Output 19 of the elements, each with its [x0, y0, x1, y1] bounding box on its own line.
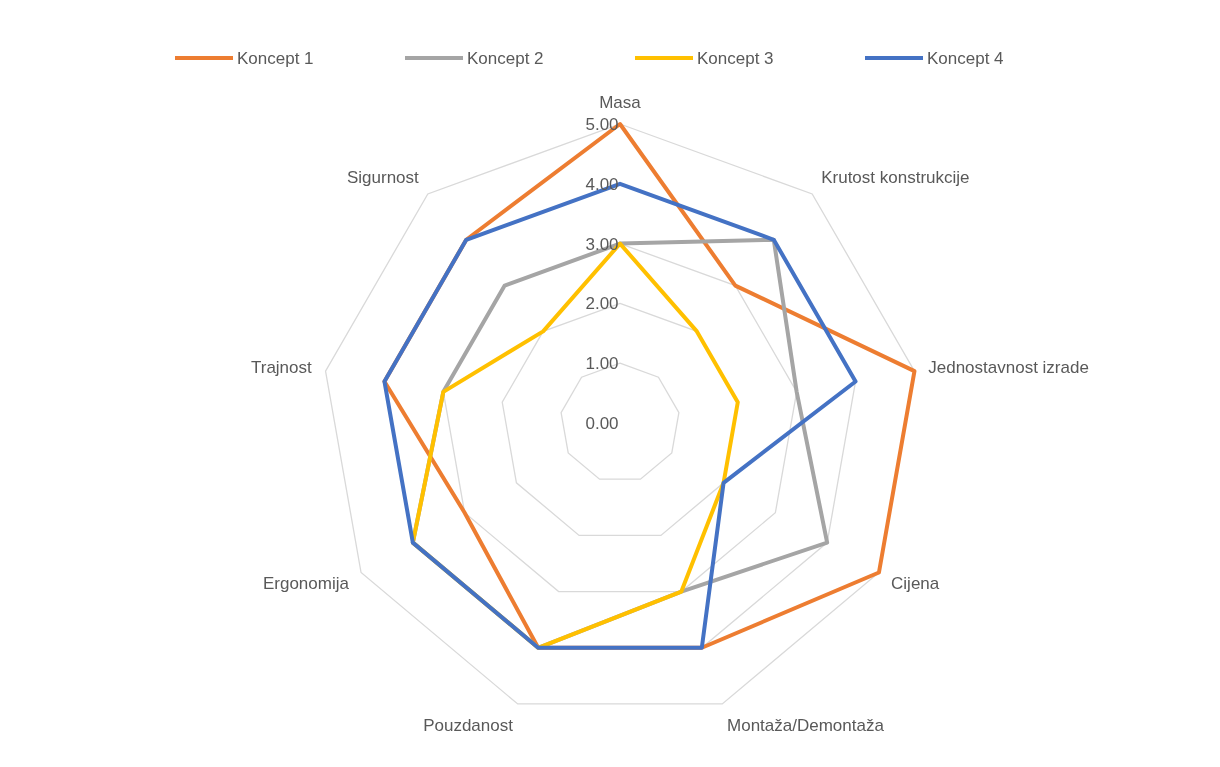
- spoke-label: Cijena: [891, 574, 940, 594]
- legend-label: Koncept 4: [927, 48, 1004, 68]
- spoke-label: Jednostavnost izrade: [928, 358, 1089, 378]
- y-tick-label: 4.00: [585, 174, 619, 194]
- spoke-label: Ergonomija: [262, 574, 350, 594]
- spoke-label: Masa: [599, 92, 642, 112]
- spoke-label: Sigurnost: [346, 168, 420, 188]
- y-tick-label: 3.00: [585, 234, 619, 254]
- spoke-label: Krutost konstrukcije: [821, 168, 970, 188]
- y-tick-label: 0.00: [585, 413, 619, 433]
- spoke-label: Pouzdanost: [423, 715, 514, 735]
- legend-label: Koncept 3: [697, 48, 774, 68]
- legend-label: Koncept 2: [467, 48, 544, 68]
- legend-label: Koncept 1: [237, 48, 314, 68]
- spoke-label: Trajnost: [250, 358, 313, 378]
- spoke-label: Montaža/Demontaža: [727, 715, 885, 735]
- y-tick-label: 2.00: [585, 294, 619, 314]
- y-tick-label: 1.00: [585, 354, 619, 374]
- y-tick-label: 5.00: [585, 114, 619, 134]
